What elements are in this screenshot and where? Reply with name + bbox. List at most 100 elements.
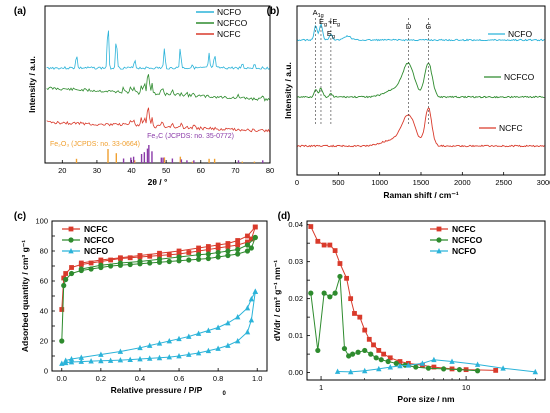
panel-d-point	[393, 360, 399, 366]
panel-d-point	[431, 356, 437, 363]
panel-c-point	[225, 252, 231, 259]
panel-c-point	[235, 246, 241, 253]
panel-d-point	[493, 367, 499, 373]
panel-c-point	[176, 353, 182, 359]
panel-d-frame	[306, 220, 546, 381]
panel-c-point	[248, 317, 255, 323]
panel-c-point	[63, 357, 69, 363]
panel-d-point	[332, 290, 338, 296]
panel-d-point	[321, 290, 327, 296]
panel-c-xtick-label: 0.8	[213, 374, 223, 383]
panel-b-ylabel: Intensity / a.u.	[283, 62, 293, 119]
panel-b-xtick-label: 500	[332, 178, 345, 187]
panel-d-ytick-label: 0.02	[288, 294, 303, 303]
panel-d-point	[337, 273, 343, 280]
panel-c-point	[252, 288, 258, 294]
panel-c-series-ncfo	[59, 288, 258, 366]
panel-c-point	[98, 257, 104, 263]
panel-a-xtick-label: 50	[162, 166, 170, 175]
panel-a-label: (a)	[14, 6, 26, 17]
panel-b-xlabel: Raman shift / cm⁻¹	[383, 190, 459, 200]
panel-a-ncfco-curve	[46, 74, 270, 102]
panel-d-ytick-label: 0.04	[288, 220, 303, 229]
panel-c-point	[186, 257, 192, 263]
panel-c-point	[195, 256, 202, 262]
panel-c-point	[137, 356, 143, 362]
panel-a: (a) 20 30 40 50 60 70 80 2θ / ° Intensity / a.u. F…	[14, 5, 274, 187]
panel-d-point	[371, 342, 376, 348]
panel-c-point	[88, 260, 94, 266]
panel-c-xtick-label: 1.0	[252, 374, 262, 383]
panel-c-point	[166, 354, 172, 360]
panel-d-point	[334, 368, 341, 374]
panel-a-xtick-label: 30	[93, 166, 101, 175]
panel-c-point	[215, 254, 221, 260]
panel-c-point	[137, 258, 143, 265]
panel-c-point	[78, 266, 84, 272]
panel-d-point	[308, 290, 314, 296]
panel-c-point	[63, 271, 69, 276]
panel-c-point	[186, 351, 192, 357]
panel-c-point	[61, 282, 67, 289]
panel-c-point	[59, 360, 65, 366]
panel-c-point	[156, 340, 163, 346]
panel-d-line	[337, 359, 536, 373]
panel-c-point	[98, 351, 104, 357]
panel-a-legend-ncfco: NCFCO	[217, 18, 248, 28]
panel-c-point	[166, 252, 172, 258]
panel-c-point	[68, 356, 75, 362]
panel-c-ytick-label: 60	[40, 277, 48, 286]
panel-c-point	[186, 333, 192, 339]
panel-c-point	[244, 329, 251, 335]
panel-c-legend-marker	[68, 248, 74, 254]
panel-c-point	[78, 260, 84, 266]
panel-c-point	[195, 350, 202, 356]
panel-c-point	[225, 244, 231, 249]
panel-d-ytick-label: 0.03	[288, 257, 303, 266]
panel-d-point	[332, 248, 338, 253]
panel-b-ncfco-label: NCFCO	[504, 72, 535, 82]
panel-b-xtick-label: 3000	[537, 178, 550, 187]
panel-d-label: (d)	[278, 211, 291, 222]
panel-d-point	[397, 359, 403, 364]
panel-c-point	[147, 260, 153, 266]
panel-b-ncfco-curve	[297, 61, 545, 99]
panel-c-point	[248, 296, 255, 302]
panel-c-xtick-label: 0.4	[135, 374, 145, 383]
panel-a-xtick-label: 70	[231, 166, 239, 175]
panel-d-series-ncfo	[334, 356, 538, 375]
panel-c-point	[156, 354, 163, 361]
panel-b-xtick-label: 1500	[413, 178, 430, 187]
panel-a-xtick-label: 40	[127, 166, 135, 175]
panel-c-legend-ncfc: NCFC	[84, 224, 108, 234]
panel-a-frame	[44, 5, 271, 164]
panel-c-point	[186, 250, 192, 255]
panel-c-point	[176, 258, 182, 264]
panel-c-point	[166, 338, 172, 344]
panel-c-ytick-label: 40	[40, 307, 48, 316]
panel-c: (c) 0.0 0.2 0.4 0.6 0.8 1.0 0 20 40 60 80 100 Relativ…	[14, 211, 268, 397]
panel-c-ytick-label: 80	[40, 247, 48, 256]
panel-d-point	[376, 348, 382, 353]
panel-b-xtick-label: 2000	[454, 178, 471, 187]
panel-d-ytick-label: 0.01	[288, 331, 303, 340]
panel-d-point	[344, 275, 349, 281]
panel-d-point	[327, 242, 333, 248]
panel-c-point	[117, 348, 124, 354]
panel-c-series-ncfco	[59, 234, 258, 344]
panel-d-point	[441, 366, 447, 372]
panel-d-point	[348, 296, 354, 302]
panel-c-point	[147, 342, 153, 348]
panel-d-point	[456, 367, 463, 373]
panel-d-point	[397, 362, 403, 369]
panel-b-ncfc-label: NCFC	[499, 123, 523, 133]
panel-c-point	[205, 251, 211, 257]
panel-d-point	[355, 349, 361, 355]
panel-a-fe2o3-label: Fe₂O₃ (JCPDS: no. 33-0664)	[50, 141, 140, 148]
panel-c-ytick-label: 100	[35, 217, 48, 226]
panel-d-ytick-label: 0.00	[288, 368, 303, 377]
panel-c-point	[137, 253, 143, 258]
panel-c-xtick-label: 0.6	[174, 374, 184, 383]
